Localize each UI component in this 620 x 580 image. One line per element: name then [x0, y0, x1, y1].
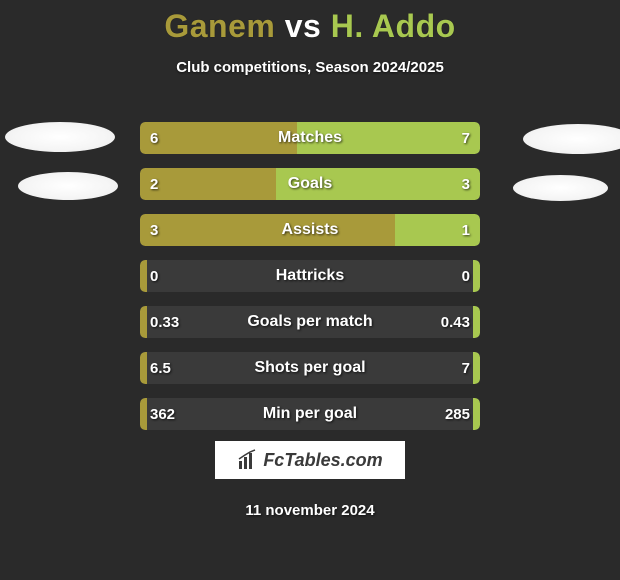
branding-box: FcTables.com — [214, 440, 406, 480]
player1-avatar-placeholder — [5, 122, 115, 152]
subtitle: Club competitions, Season 2024/2025 — [0, 59, 620, 76]
stat-label: Shots per goal — [140, 352, 480, 384]
stat-value-left: 0.33 — [150, 306, 179, 338]
stat-value-left: 0 — [150, 260, 158, 292]
stat-row: Matches6 7 — [140, 122, 480, 154]
stat-label: Goals per match — [140, 306, 480, 338]
stat-label: Hattricks — [140, 260, 480, 292]
comparison-title: Ganem vs H. Addo — [0, 0, 620, 45]
stat-value-left: 3 — [150, 214, 158, 246]
stat-label: Matches — [140, 122, 480, 154]
stat-label: Min per goal — [140, 398, 480, 430]
stat-row: Min per goal362 285 — [140, 398, 480, 430]
player2-avatar-placeholder — [523, 124, 620, 154]
stat-value-left: 6 — [150, 122, 158, 154]
player1-club-placeholder — [18, 172, 118, 200]
player2-club-placeholder — [513, 175, 608, 201]
stat-row: Assists3 1 — [140, 214, 480, 246]
stat-row: Shots per goal6.5 7 — [140, 352, 480, 384]
title-vs: vs — [285, 8, 322, 44]
player1-name: Ganem — [164, 8, 275, 44]
stat-value-right: 285 — [445, 398, 470, 430]
stat-row: Goals2 3 — [140, 168, 480, 200]
stat-value-left: 362 — [150, 398, 175, 430]
player2-name: H. Addo — [331, 8, 456, 44]
stat-row: Goals per match0.33 0.43 — [140, 306, 480, 338]
stat-value-right: 7 — [462, 352, 470, 384]
stat-value-right: 3 — [462, 168, 470, 200]
stat-value-left: 2 — [150, 168, 158, 200]
snapshot-date: 11 november 2024 — [0, 502, 620, 519]
stats-bars: Matches67Goals23Assists31Hattricks00Goal… — [140, 122, 480, 444]
stat-row: Hattricks0 0 — [140, 260, 480, 292]
chart-icon — [237, 449, 259, 471]
stat-label: Assists — [140, 214, 480, 246]
stat-value-right: 1 — [462, 214, 470, 246]
stat-label: Goals — [140, 168, 480, 200]
stat-value-right: 0.43 — [441, 306, 470, 338]
branding-text: FcTables.com — [263, 450, 382, 471]
stat-value-left: 6.5 — [150, 352, 171, 384]
stat-value-right: 7 — [462, 122, 470, 154]
stat-value-right: 0 — [462, 260, 470, 292]
